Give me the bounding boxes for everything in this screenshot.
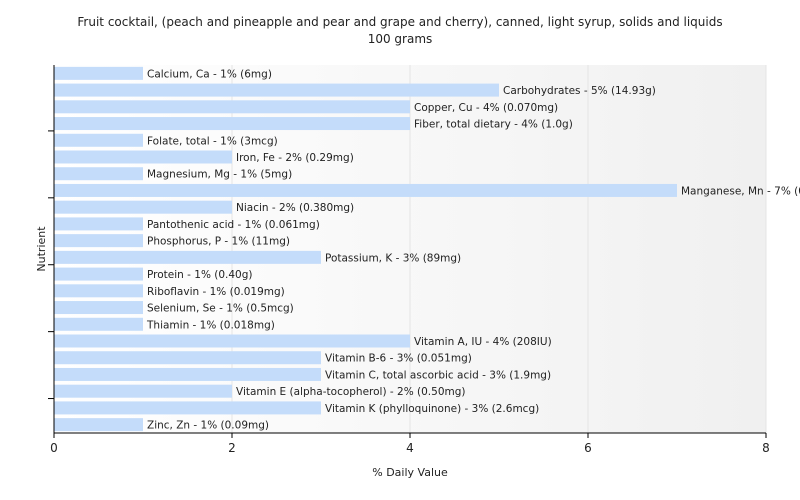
bar-label: Selenium, Se - 1% (0.5mcg)	[147, 303, 294, 315]
bar	[54, 100, 410, 114]
bar	[54, 83, 499, 97]
bar	[54, 301, 143, 315]
bar-label: Riboflavin - 1% (0.019mg)	[147, 286, 285, 298]
bar	[54, 133, 143, 147]
bar	[54, 217, 143, 231]
bar-label: Niacin - 2% (0.380mg)	[236, 202, 354, 214]
bar	[54, 401, 321, 415]
x-tick-label: 6	[584, 441, 592, 455]
bar	[54, 317, 143, 331]
bar	[54, 284, 143, 298]
x-axis-title: % Daily Value	[372, 466, 448, 479]
bar	[54, 200, 232, 214]
bar-label: Calcium, Ca - 1% (6mg)	[147, 68, 272, 80]
bar-label: Potassium, K - 3% (89mg)	[325, 252, 461, 264]
x-tick-label: 2	[228, 441, 236, 455]
bar-label: Folate, total - 1% (3mcg)	[147, 135, 278, 147]
bar-label: Vitamin B-6 - 3% (0.051mg)	[325, 353, 472, 365]
bar-label: Fiber, total dietary - 4% (1.0g)	[414, 119, 573, 131]
bar	[54, 351, 321, 365]
bar-label: Pantothenic acid - 1% (0.061mg)	[147, 219, 320, 231]
bar-label: Thiamin - 1% (0.018mg)	[146, 319, 275, 331]
bar-label: Vitamin A, IU - 4% (208IU)	[414, 336, 552, 348]
bar	[54, 234, 143, 248]
bar-label: Manganese, Mn - 7% (0.147mg)	[681, 185, 800, 197]
bar	[54, 167, 143, 181]
bar	[54, 418, 143, 432]
bar-label: Zinc, Zn - 1% (0.09mg)	[147, 420, 269, 432]
chart-subtitle: 100 grams	[367, 32, 433, 46]
bar-label: Phosphorus, P - 1% (11mg)	[147, 236, 290, 248]
bar	[54, 183, 677, 197]
x-tick-label: 8	[762, 441, 770, 455]
bar	[54, 367, 321, 381]
bar-label: Vitamin K (phylloquinone) - 3% (2.6mcg)	[325, 403, 539, 415]
bar	[54, 66, 143, 80]
bar-label: Copper, Cu - 4% (0.070mg)	[414, 102, 558, 114]
bar-label: Vitamin C, total ascorbic acid - 3% (1.9…	[325, 369, 551, 381]
x-tick-label: 4	[406, 441, 414, 455]
bar	[54, 250, 321, 264]
bar-label: Carbohydrates - 5% (14.93g)	[503, 85, 656, 97]
chart-title: Fruit cocktail, (peach and pineapple and…	[77, 15, 723, 29]
bar-label: Protein - 1% (0.40g)	[147, 269, 253, 281]
bar-label: Iron, Fe - 2% (0.29mg)	[236, 152, 354, 164]
bar	[54, 117, 410, 131]
y-axis-title: Nutrient	[35, 226, 48, 272]
x-tick-label: 0	[50, 441, 58, 455]
bar	[54, 334, 410, 348]
bar-label: Magnesium, Mg - 1% (5mg)	[147, 169, 292, 181]
bar	[54, 384, 232, 398]
bar	[54, 150, 232, 164]
bar-label: Vitamin E (alpha-tocopherol) - 2% (0.50m…	[236, 386, 466, 398]
bar	[54, 267, 143, 281]
